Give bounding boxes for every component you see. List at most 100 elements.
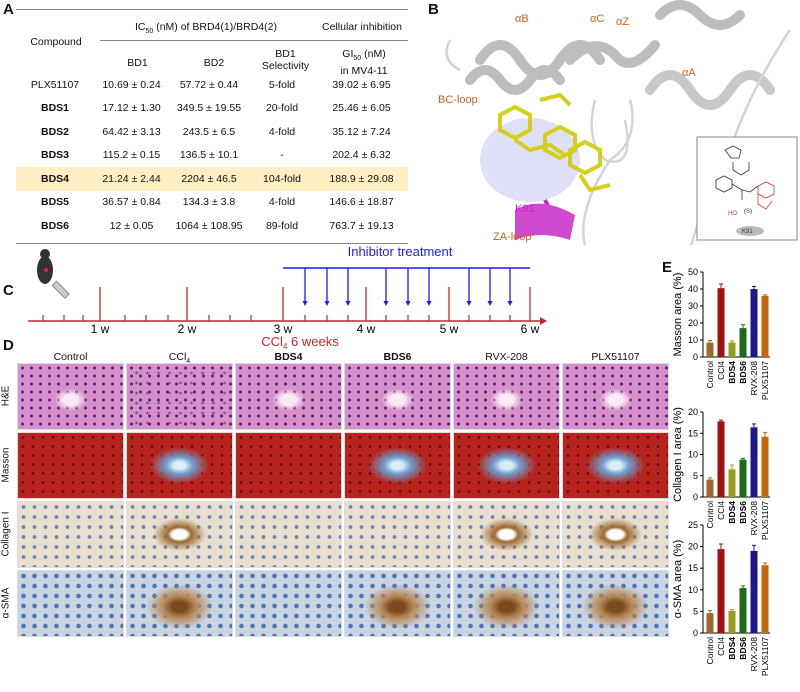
table-row: BDS5 36.57 ± 0.84 134.3 ± 3.8 4-fold 146.6 ±… (16, 191, 408, 215)
histology-grid: H&E Masson Collagen I α-SMA (1, 363, 669, 637)
table-row: BDS6 12 ± 0.05 1064 ± 108.95 89-fold 763.7 ±… (16, 214, 408, 238)
x-tick-label: BDS6 (738, 637, 748, 660)
bar (706, 613, 714, 633)
dose-arrowhead (466, 301, 472, 306)
table-row: BDS3 115.2 ± 0.15 136.5 ± 10.1 - 202.4 ± 6.3… (16, 144, 408, 168)
x-tick-label: BDS6 (738, 361, 748, 384)
cell-bd1: 12 ± 0.05 (109, 219, 154, 232)
cell-compound: BDS5 (40, 196, 69, 209)
bar (728, 610, 736, 633)
cell-bd2: 136.5 ± 10.1 (179, 149, 239, 162)
histology-image (126, 432, 233, 499)
col-bd1: BD1 (127, 57, 148, 69)
cell-bd2: 243.5 ± 6.5 (182, 125, 236, 138)
header-rule (100, 40, 408, 41)
histology-image (562, 363, 669, 430)
inset-ho: HO (728, 211, 737, 217)
label-alpha-a: αA (682, 67, 696, 79)
x-tick-label: BDS4 (727, 361, 737, 384)
histology-image (344, 570, 451, 637)
table-row: BDS2 64.42 ± 3.13 243.5 ± 6.5 4-fold 35.12 ±… (16, 120, 408, 144)
x-tick-label: CCl4 (716, 501, 726, 520)
dose-arrowhead (302, 301, 308, 306)
bar (706, 479, 714, 497)
cell-selectivity: 89-fold (265, 219, 299, 232)
y-tick-label: 10 (688, 335, 698, 345)
cell-gi50: 25.46 ± 6.05 (332, 102, 391, 115)
panel-label-a: A (3, 1, 14, 18)
syringe-icon (51, 280, 70, 299)
y-tick-label: 20 (688, 318, 698, 328)
cell-bd2: 134.3 ± 3.8 (182, 196, 236, 209)
y-tick-label: 5 (693, 606, 698, 616)
cell-selectivity: 20-fold (265, 102, 299, 115)
x-tick-label: Control (705, 637, 715, 665)
histology-image (562, 570, 669, 637)
bar-chart: 0 5 10 15 20 25 α-SMA area (%) Control CCl4 BDS4 B… (672, 520, 770, 676)
y-axis-label: Masson area (%) (672, 273, 684, 357)
cell-compound: BDS2 (40, 125, 69, 138)
dose-arrowhead (405, 301, 411, 306)
row-label: Collagen I (0, 511, 12, 557)
column-header: BDS4 (274, 351, 303, 363)
cell-selectivity: 5-fold (268, 78, 296, 91)
cell-compound: BDS1 (40, 102, 69, 115)
dose-arrowhead (324, 301, 330, 306)
cell-compound: PLX51107 (30, 78, 80, 91)
y-tick-label: 50 (688, 267, 698, 277)
histology-image (453, 570, 560, 637)
za-helix (515, 203, 575, 240)
label-za-loop: ZA-loop (493, 231, 532, 243)
y-axis-label: α-SMA area (%) (672, 540, 684, 619)
column-header: PLX51107 (591, 351, 640, 363)
x-tick-label: RVX-208 (749, 361, 759, 396)
mouse-icon (37, 249, 53, 284)
cell-compound: BDS3 (40, 149, 69, 162)
col-bd2: BD2 (203, 57, 225, 69)
cell-gi50: 202.4 ± 6.32 (332, 149, 391, 162)
histology-image (17, 363, 124, 430)
cell-bd1: 10.69 ± 0.24 (102, 78, 161, 91)
x-tick-label: Control (705, 501, 715, 529)
x-tick-label: RVX-208 (749, 501, 759, 536)
cell-bd2: 349.5 ± 19.55 (176, 102, 242, 115)
bar (706, 342, 714, 357)
bar (761, 436, 769, 497)
treatment-label: Inhibitor treatment (348, 244, 453, 259)
histology-image (235, 363, 342, 430)
table-top-rule (16, 9, 408, 10)
cellular-header: Cellular inhibition (322, 21, 402, 33)
y-axis-label: Collagen I area (%) (672, 407, 684, 502)
bar (728, 469, 736, 497)
cell-bd1: 17.12 ± 1.30 (102, 102, 161, 115)
cell-bd1: 36.57 ± 0.84 (102, 196, 161, 209)
dose-arrowhead (507, 301, 513, 306)
cell-bd2: 2204 ± 46.5 (169, 167, 249, 191)
bar (728, 342, 736, 357)
x-tick-label: CCl4 (716, 637, 726, 656)
y-tick-label: 0 (693, 492, 698, 502)
x-tick-label: PLX51107 (760, 637, 770, 676)
histology-image (17, 570, 124, 637)
ic50-header: IC50 (nM) of BRD4(1)/BRD4(2) (135, 21, 277, 36)
cell-selectivity: - (280, 149, 284, 162)
histology-image (344, 432, 451, 499)
protein-ribbon (465, 0, 775, 110)
y-tick-label: 0 (693, 352, 698, 362)
y-tick-label: 15 (688, 428, 698, 438)
x-tick-label: BDS4 (727, 637, 737, 660)
cell-compound: BDS6 (40, 219, 69, 232)
y-tick-label: 15 (688, 563, 698, 573)
dose-arrowhead (487, 301, 493, 306)
row-label: α-SMA (0, 587, 12, 619)
label-alpha-c: αC (590, 13, 604, 25)
bar (717, 421, 725, 497)
bar (761, 565, 769, 633)
cell-bd1: 115.2 ± 0.15 (102, 149, 161, 162)
histology-image (126, 501, 233, 568)
cell-gi50: 763.7 ± 19.13 (329, 219, 394, 232)
y-tick-label: 0 (693, 628, 698, 638)
x-tick-label: PLX51107 (760, 361, 770, 400)
